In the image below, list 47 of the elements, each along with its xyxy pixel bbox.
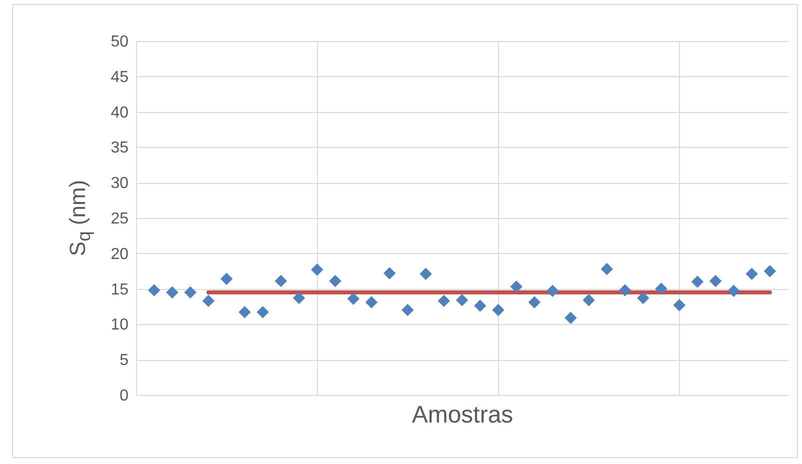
point bbox=[148, 284, 160, 296]
y-tick-label: 15 bbox=[110, 281, 129, 298]
point bbox=[438, 294, 450, 307]
y-tick-label: 30 bbox=[110, 175, 129, 192]
point bbox=[709, 274, 722, 288]
point bbox=[329, 274, 342, 288]
point bbox=[474, 300, 486, 312]
point bbox=[365, 296, 378, 308]
point bbox=[764, 264, 776, 278]
point bbox=[220, 272, 233, 286]
point bbox=[746, 268, 758, 280]
point bbox=[673, 298, 686, 312]
y-tick-label: 20 bbox=[110, 246, 129, 263]
point bbox=[420, 268, 432, 280]
point bbox=[238, 306, 251, 318]
point bbox=[510, 280, 522, 293]
point bbox=[492, 304, 504, 316]
point bbox=[347, 292, 360, 305]
point bbox=[655, 282, 668, 295]
y-tick-label: 5 bbox=[120, 352, 129, 370]
y-tick-label: 10 bbox=[110, 316, 129, 334]
point bbox=[600, 262, 614, 276]
point bbox=[166, 286, 178, 298]
y-tick-label: 0 bbox=[120, 388, 129, 404]
point bbox=[256, 306, 269, 318]
point bbox=[636, 292, 650, 304]
y-tick-label: 45 bbox=[110, 68, 129, 86]
point bbox=[728, 284, 740, 298]
point bbox=[691, 276, 704, 288]
point bbox=[310, 264, 324, 276]
point bbox=[546, 284, 559, 298]
y-tick-label: 50 bbox=[110, 34, 129, 50]
y-tick-label: 40 bbox=[110, 104, 129, 122]
point bbox=[564, 312, 577, 324]
point bbox=[402, 304, 414, 316]
y-tick-label: 35 bbox=[110, 140, 129, 157]
point bbox=[618, 284, 632, 296]
point bbox=[202, 294, 215, 307]
x-axis-title: Amostras bbox=[412, 402, 514, 428]
point bbox=[292, 292, 306, 304]
point bbox=[456, 294, 468, 306]
point bbox=[582, 294, 595, 306]
point bbox=[383, 267, 396, 280]
point bbox=[274, 274, 288, 288]
point bbox=[184, 286, 196, 298]
point bbox=[528, 296, 541, 308]
y-tick-label: 25 bbox=[110, 210, 129, 228]
